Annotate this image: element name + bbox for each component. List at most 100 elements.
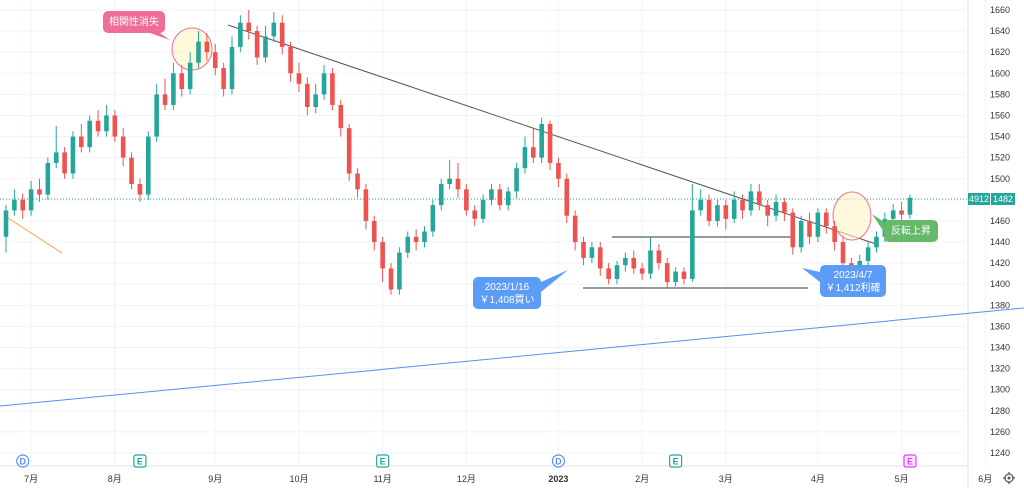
callout-buy[interactable]: 2023/1/16 ￥1,408買い xyxy=(473,270,568,309)
candle xyxy=(405,231,411,258)
y-tick-label: 1240 xyxy=(990,448,1010,458)
candle xyxy=(70,131,76,179)
candle xyxy=(807,212,812,245)
y-tick-label: 1580 xyxy=(990,89,1010,99)
event-badge-dividend[interactable]: D xyxy=(551,454,566,468)
event-badge-dividend[interactable]: D xyxy=(16,454,30,468)
candle xyxy=(531,128,536,163)
candle xyxy=(648,236,653,279)
candle-body xyxy=(112,115,118,137)
candle xyxy=(104,104,109,137)
candle xyxy=(120,128,126,167)
candle-body xyxy=(823,212,829,227)
candle-body xyxy=(505,191,511,206)
candle-body xyxy=(690,210,695,279)
event-badge-earnings[interactable]: E xyxy=(133,454,147,468)
candle xyxy=(79,123,84,153)
candle xyxy=(296,62,302,93)
y-tick-label: 1600 xyxy=(990,68,1010,78)
candle xyxy=(899,201,904,224)
candle xyxy=(589,242,595,264)
event-badge-letter: E xyxy=(137,457,143,467)
candle xyxy=(388,263,394,295)
y-tick-label: 1300 xyxy=(990,385,1010,395)
y-tick-label: 1340 xyxy=(990,343,1010,353)
candle xyxy=(179,64,185,97)
candle-body xyxy=(371,220,377,243)
candle-body xyxy=(388,268,394,290)
y-tick-label: 1520 xyxy=(990,153,1010,163)
y-tick-label: 1320 xyxy=(990,364,1010,374)
candle xyxy=(87,115,92,153)
candle xyxy=(397,247,402,295)
candle-body xyxy=(489,189,494,200)
candle-body xyxy=(346,128,352,174)
candle xyxy=(664,257,670,289)
candle-body xyxy=(832,226,837,243)
orange-trendline[interactable] xyxy=(7,217,63,254)
candle-body xyxy=(748,191,754,211)
event-badge-earnings[interactable]: E xyxy=(376,454,390,468)
candle xyxy=(171,62,176,111)
candle xyxy=(673,267,678,287)
callout-sell[interactable]: 2023/4/7 ￥1,412利確 xyxy=(802,265,886,297)
candle xyxy=(20,193,26,219)
candle xyxy=(539,117,544,163)
candle-body xyxy=(162,94,168,105)
event-badge-earnings-upcoming[interactable]: E xyxy=(903,454,917,468)
event-badge-letter: E xyxy=(673,457,679,467)
candle-body xyxy=(631,257,637,269)
candle-body xyxy=(430,205,436,232)
candle-body xyxy=(263,36,268,58)
candle-body xyxy=(597,247,603,269)
candle xyxy=(263,25,268,63)
candle xyxy=(204,33,210,61)
candle xyxy=(497,184,503,211)
candle xyxy=(715,199,720,227)
candle-body xyxy=(840,242,846,264)
candle-body xyxy=(522,147,528,169)
price-axis[interactable]: 1660164016201600158015601540152015001480… xyxy=(967,0,1010,488)
candle-body xyxy=(20,199,26,211)
callout-correlation-lost[interactable]: 相関性消失 xyxy=(103,11,170,40)
candle-body xyxy=(422,231,427,243)
blue-support-trendline[interactable] xyxy=(0,307,1024,407)
candle-body xyxy=(673,271,678,283)
candle xyxy=(212,43,218,76)
callout-sell-price: ￥1,412利確 xyxy=(825,281,880,294)
candle xyxy=(196,31,201,69)
candle xyxy=(53,126,59,169)
event-badge-earnings[interactable]: E xyxy=(668,454,683,468)
candle xyxy=(330,68,335,111)
candle xyxy=(12,189,17,216)
candle-body xyxy=(104,115,109,132)
candle xyxy=(472,205,478,227)
time-axis[interactable]: 7月 8月 9月 10月 11月 12月 2023 2月 3月 4月 5月 6月 xyxy=(0,465,992,484)
candle-body xyxy=(865,247,871,262)
candle-body xyxy=(890,210,896,219)
candle-body xyxy=(279,22,285,47)
candle-body xyxy=(681,271,687,279)
callout-reversal[interactable]: 反転上昇 xyxy=(872,214,938,242)
candle-body xyxy=(305,83,310,108)
candle-body xyxy=(246,22,252,32)
highlight-ellipse-reversal xyxy=(832,191,872,241)
candle-body xyxy=(238,22,243,47)
candle xyxy=(865,242,871,266)
gear-icon[interactable] xyxy=(1003,472,1015,484)
candle xyxy=(363,184,369,230)
candle xyxy=(782,197,787,221)
candle xyxy=(45,157,51,200)
candle xyxy=(790,208,796,255)
candle-body xyxy=(899,210,904,215)
last-price-tag: 4912 1482 xyxy=(968,193,1015,205)
x-tick-label: 9月 xyxy=(208,474,222,484)
candle xyxy=(489,184,494,206)
candle-body xyxy=(782,201,787,213)
event-badge-letter: E xyxy=(380,457,386,467)
candle-body xyxy=(204,41,210,53)
candle-body xyxy=(28,189,34,211)
candle xyxy=(748,184,754,216)
candle-body xyxy=(740,199,745,211)
